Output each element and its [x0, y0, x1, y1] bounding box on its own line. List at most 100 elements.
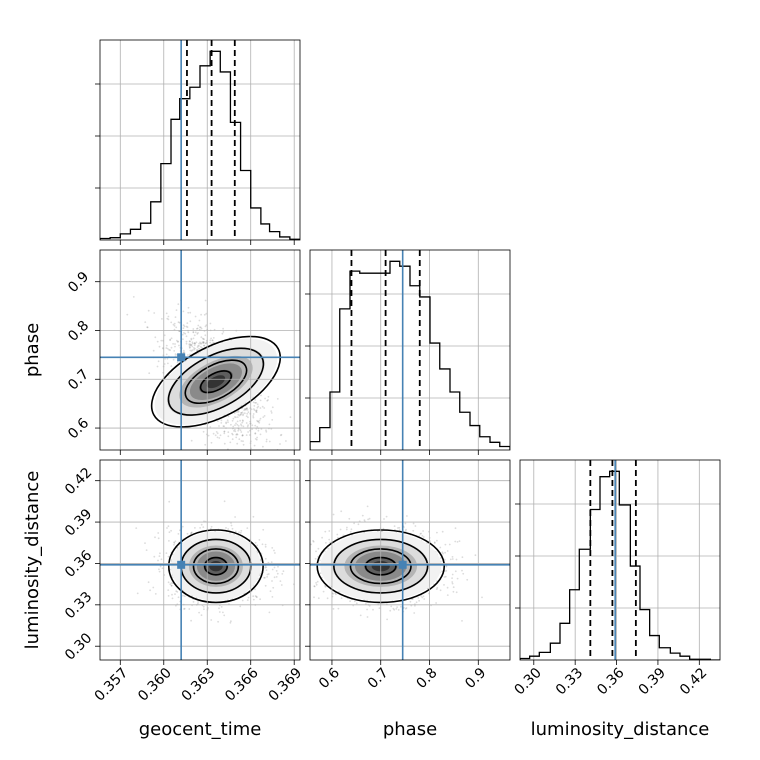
scatter-point [337, 607, 340, 610]
pair-frame [99, 249, 301, 451]
scatter-point [231, 527, 234, 530]
density-level [206, 375, 226, 389]
scatter-point [274, 552, 276, 554]
scatter-point [190, 337, 193, 340]
scatter-point [361, 514, 364, 517]
scatter-point [271, 596, 274, 598]
scatter-point [245, 415, 248, 418]
scatter-point [191, 345, 194, 348]
scatter-point [188, 345, 191, 347]
scatter-point [169, 338, 172, 341]
scatter-point [466, 578, 469, 581]
scatter-point [268, 423, 271, 426]
scatter-point [404, 607, 407, 610]
scatter-point [167, 555, 170, 558]
scatter-point [152, 349, 155, 352]
scatter-point [174, 353, 177, 355]
scatter-point [198, 611, 201, 614]
scatter-point [234, 424, 236, 426]
scatter-point [225, 422, 228, 425]
scatter-point [400, 605, 402, 608]
scatter-point [161, 318, 163, 320]
scatter-point [451, 573, 454, 576]
scatter-point [262, 416, 265, 418]
scatter-point [192, 331, 195, 334]
scatter-point [166, 347, 169, 350]
scatter-point [350, 528, 353, 531]
scatter-point [264, 557, 267, 560]
scatter-point [280, 584, 283, 586]
scatter-point [181, 333, 184, 336]
scatter-point [160, 558, 163, 561]
scatter-point [441, 530, 444, 533]
scatter-point [246, 425, 249, 428]
scatter-point [167, 595, 170, 597]
scatter-point [152, 586, 155, 589]
scatter-point [158, 345, 161, 348]
scatter-point [255, 411, 258, 413]
scatter-point [242, 425, 245, 428]
scatter-point [153, 312, 156, 314]
scatter-point [273, 566, 276, 569]
scatter-point [183, 607, 186, 610]
scatter-point [315, 582, 317, 584]
scatter-point [209, 339, 212, 342]
scatter-point [222, 611, 224, 614]
scatter-point [436, 531, 438, 534]
scatter-point [412, 529, 415, 532]
scatter-point [236, 420, 239, 423]
scatter-point [239, 413, 242, 416]
scatter-point [451, 581, 454, 583]
scatter-point [194, 342, 197, 345]
scatter-point [168, 540, 170, 542]
scatter-point [222, 327, 225, 330]
scatter-point [164, 358, 167, 360]
scatter-point [183, 351, 186, 354]
scatter-point [423, 598, 426, 600]
scatter-point [366, 505, 369, 508]
scatter-point [197, 601, 200, 603]
scatter-point [255, 410, 258, 413]
scatter-point [382, 527, 385, 530]
scatter-point [252, 515, 255, 518]
scatter-point [318, 559, 321, 562]
scatter-point [204, 443, 207, 446]
scatter-point [239, 605, 242, 608]
scatter-point [310, 543, 312, 546]
truth-marker [177, 353, 186, 362]
scatter-point [452, 586, 455, 589]
scatter-point [389, 609, 392, 612]
scatter-point [173, 350, 176, 352]
scatter-point [187, 354, 189, 356]
scatter-point [177, 533, 180, 535]
scatter-point [188, 608, 191, 610]
scatter-point [212, 337, 215, 339]
scatter-point [454, 540, 457, 543]
scatter-point [436, 539, 438, 542]
scatter-point [157, 360, 160, 363]
histogram-phase [310, 260, 510, 450]
scatter-point [169, 339, 172, 342]
scatter-point [334, 592, 336, 595]
scatter-point [235, 433, 238, 436]
scatter-point [451, 558, 454, 560]
scatter-point [241, 599, 244, 602]
scatter-point [210, 441, 213, 444]
contour-line [199, 370, 233, 394]
scatter-point [277, 565, 279, 568]
scatter-point [263, 407, 266, 409]
scatter-point [256, 436, 258, 439]
scatter-point [196, 333, 199, 335]
scatter-point [418, 599, 420, 602]
scatter-point [236, 433, 239, 436]
scatter-point [259, 407, 262, 409]
scatter-point [175, 604, 177, 607]
scatter-point [230, 620, 232, 623]
scatter-point [201, 341, 204, 343]
scatter-point [259, 598, 261, 601]
scatter-point [210, 525, 213, 528]
scatter-point [222, 331, 225, 333]
scatter-point [265, 429, 267, 432]
scatter-point [252, 415, 255, 417]
